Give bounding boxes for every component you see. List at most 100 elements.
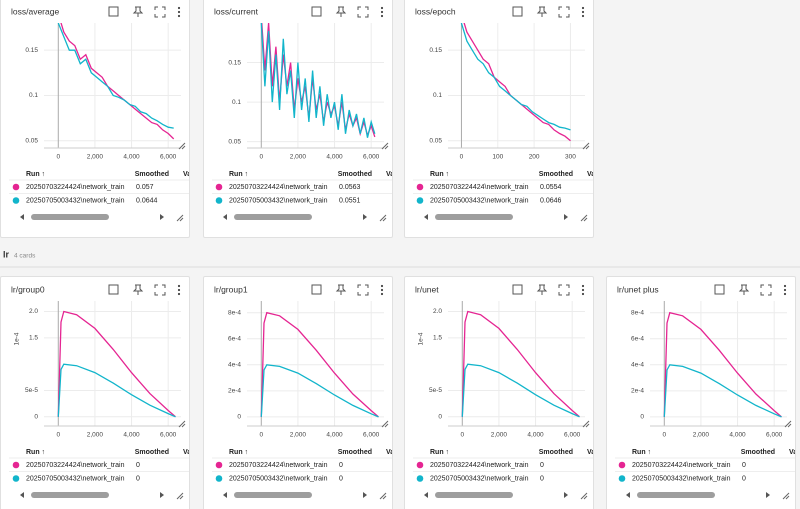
header-smoothed: Smoothed [741,449,775,456]
table-resize[interactable] [580,492,588,500]
pin-icon[interactable] [132,284,144,295]
resize-handle[interactable] [381,142,389,150]
run-smoothed: 0.057 [136,184,154,191]
menu-dot[interactable] [783,284,787,288]
y-tick-label: 0.1 [232,99,241,106]
card-svg: loss/epoch 0.05 0.1 0.15 0 100 200 300 Run ↑ Smoo… [413,6,593,222]
menu-dot[interactable] [581,6,585,10]
table-resize[interactable] [379,492,387,500]
expand-icon[interactable] [760,284,772,296]
menu-dot[interactable] [380,288,384,292]
x-tick-label: 0 [56,154,60,161]
scroll-thumb[interactable] [637,492,715,498]
scroll-right[interactable] [160,214,164,220]
table-resize[interactable] [379,214,387,222]
name-mask [131,473,136,484]
card-svg: lr/unet 0 5e-5 1.5 2.0 0 2,000 4,000 6,000 1e-4 Ru… [413,284,593,500]
fit-icon[interactable] [714,284,725,295]
scroll-right[interactable] [160,492,164,498]
fit-icon[interactable] [108,284,119,295]
scroll-left[interactable] [424,214,428,220]
resize-handle[interactable] [178,420,186,428]
fit-icon[interactable] [311,6,322,17]
scroll-thumb[interactable] [435,492,513,498]
table-resize[interactable] [580,214,588,222]
expand-icon[interactable] [357,6,369,18]
scroll-right[interactable] [564,492,568,498]
menu-dot[interactable] [177,284,181,288]
expand-icon[interactable] [558,284,570,296]
header-smoothed: Smoothed [135,171,169,178]
scroll-right[interactable] [363,492,367,498]
resize-handle[interactable] [582,142,590,150]
expand-icon[interactable] [154,284,166,296]
menu-dot[interactable] [380,292,384,296]
scroll-thumb[interactable] [31,492,109,498]
menu-dot[interactable] [380,284,384,288]
menu-dot[interactable] [177,292,181,296]
header-smoothed: Smoothed [135,449,169,456]
menu-dot[interactable] [380,6,384,10]
run-smoothed: 0.0563 [339,184,361,191]
scroll-right[interactable] [363,214,367,220]
menu-dot[interactable] [177,14,181,18]
menu-dot[interactable] [581,14,585,18]
run-color [416,461,424,469]
run-name: 20250705003432\network_train [430,475,529,482]
menu-dot[interactable] [380,10,384,14]
expand-icon[interactable] [558,6,570,18]
run-name: 20250705003432\network_train [229,197,328,204]
scroll-left[interactable] [626,492,630,498]
pin-icon[interactable] [335,284,347,295]
scroll-right[interactable] [564,214,568,220]
section-count: 4 cards [14,253,36,260]
scroll-left[interactable] [20,214,24,220]
resize-handle[interactable] [178,142,186,150]
fit-icon[interactable] [108,6,119,17]
table-resize[interactable] [176,214,184,222]
resize-handle[interactable] [784,420,792,428]
y-tick-label: 0 [237,414,241,421]
expand-icon[interactable] [154,6,166,18]
menu-dot[interactable] [581,288,585,292]
pin-icon[interactable] [335,6,347,17]
menu-dot[interactable] [581,10,585,14]
card-svg: lr/group0 0 5e-5 1.5 2.0 0 2,000 4,000 6,000 1e-4… [9,284,189,500]
run-color [416,475,424,482]
pin-icon[interactable] [738,284,750,295]
expand-icon[interactable] [357,284,369,296]
menu-dot[interactable] [177,10,181,14]
header-value: Value [789,449,796,456]
run-color [215,461,223,469]
menu-dot[interactable] [177,6,181,10]
pin-icon[interactable] [536,6,548,17]
resize-handle[interactable] [381,420,389,428]
scroll-thumb[interactable] [31,214,109,220]
run-smoothed: 0.0646 [540,197,562,204]
menu-dot[interactable] [380,14,384,18]
menu-dot[interactable] [581,284,585,288]
scroll-left[interactable] [223,492,227,498]
scroll-thumb[interactable] [234,214,312,220]
pin-icon[interactable] [132,6,144,17]
scroll-left[interactable] [223,214,227,220]
fit-icon[interactable] [311,284,322,295]
fit-icon[interactable] [512,284,523,295]
fit-icon[interactable] [512,6,523,17]
table-resize[interactable] [176,492,184,500]
scroll-thumb[interactable] [234,492,312,498]
y-tick-label: 5e-5 [429,387,442,394]
menu-dot[interactable] [581,292,585,296]
scroll-left[interactable] [424,492,428,498]
scroll-left[interactable] [20,492,24,498]
scroll-thumb[interactable] [435,214,513,220]
run-color [416,183,424,191]
menu-dot[interactable] [177,288,181,292]
table-resize[interactable] [782,492,790,500]
pin-icon[interactable] [536,284,548,295]
y-axis-label: 1e-4 [14,332,21,345]
scroll-right[interactable] [766,492,770,498]
resize-handle[interactable] [582,420,590,428]
menu-dot[interactable] [783,292,787,296]
menu-dot[interactable] [783,288,787,292]
